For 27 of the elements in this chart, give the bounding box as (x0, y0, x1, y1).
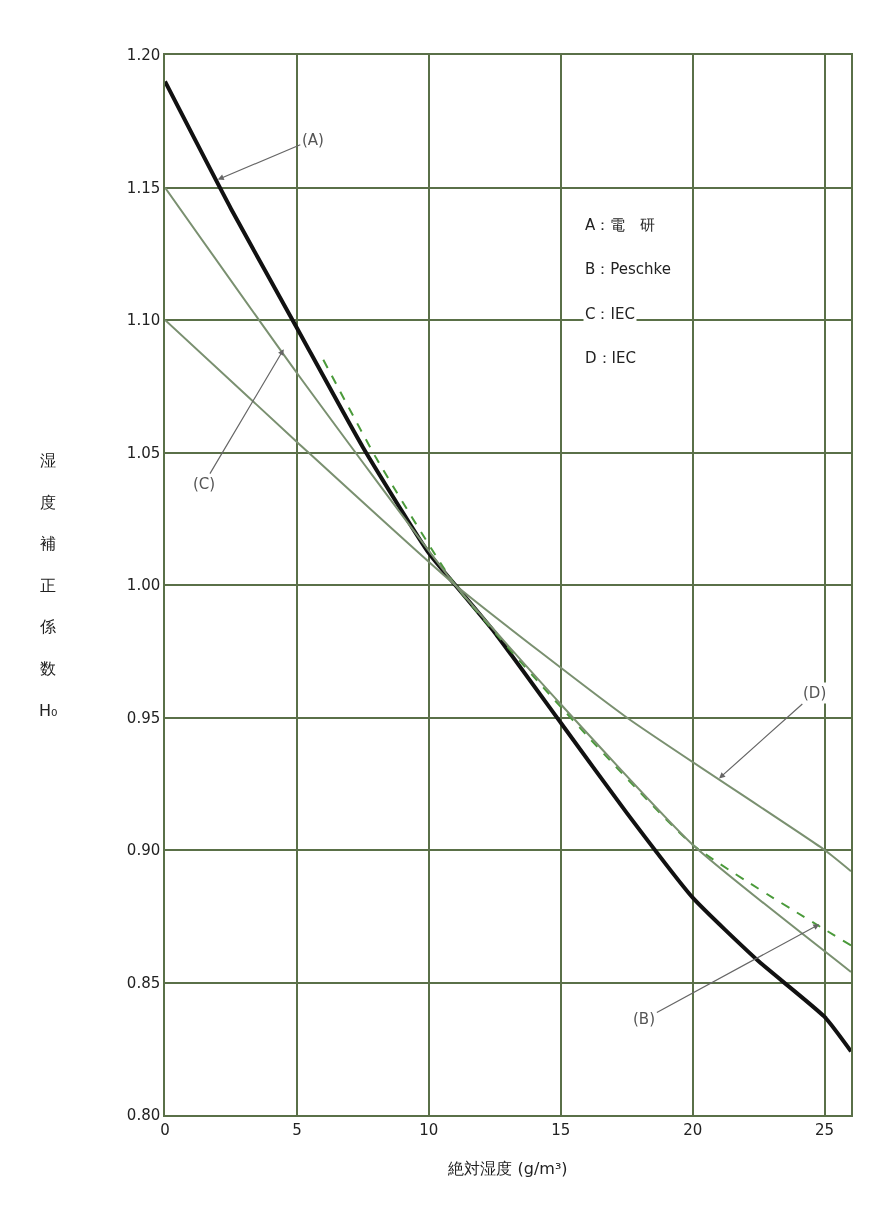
annotation: (A) (302, 131, 324, 149)
annotation: (D) (803, 684, 827, 702)
annotation: C：IEC (585, 305, 635, 323)
annotation: A：電 研 (585, 216, 656, 234)
line-series (165, 79, 851, 1054)
y-tick-label: 1.05 (126, 443, 161, 462)
annotation: D：IEC (585, 349, 636, 367)
y-tick-label: 1.20 (126, 46, 161, 65)
annotation: (C) (193, 475, 216, 493)
x-tick-label: 20 (683, 1120, 703, 1139)
x-tick-label: 10 (419, 1120, 439, 1139)
y-tick-label: 0.90 (126, 841, 161, 860)
y-tick-label: 0.85 (126, 973, 161, 992)
annotation: (B) (633, 1010, 655, 1028)
annotation: B：Peschke (585, 260, 671, 278)
text: 湿度補正係数H₀ (39, 451, 58, 720)
line-series (165, 186, 851, 973)
y-tick-label: 1.00 (126, 576, 161, 595)
x-tick-label: 5 (292, 1120, 302, 1139)
x-tick-label: 25 (815, 1120, 835, 1139)
y-tick-label: 1.10 (126, 311, 161, 330)
x-tick-label: 0 (160, 1120, 170, 1139)
y-tick-label: 0.95 (126, 708, 161, 727)
x-tick-label: 15 (551, 1120, 571, 1139)
x-axis-title: 絶対湿度 (g/m³) (447, 1158, 568, 1178)
y-tick-label: 1.15 (126, 178, 161, 197)
y-tick-label: 0.80 (126, 1106, 161, 1125)
